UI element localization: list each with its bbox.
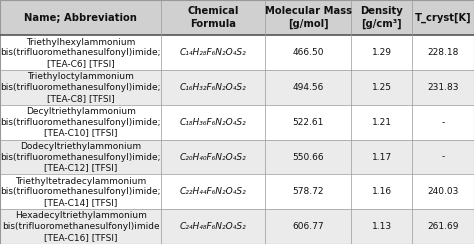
Text: C₁₈H₃₆F₆N₂O₄S₂: C₁₈H₃₆F₆N₂O₄S₂	[180, 118, 246, 127]
Text: C₂₂H₄₄F₆N₂O₄S₂: C₂₂H₄₄F₆N₂O₄S₂	[180, 187, 246, 196]
Text: 1.29: 1.29	[372, 48, 392, 57]
Text: Decyltriethylammonium
bis(trifluoromethanesulfonyl)imide;
[TEA-C10] [TFSI]: Decyltriethylammonium bis(trifluorometha…	[0, 107, 161, 138]
Text: -: -	[442, 118, 445, 127]
Bar	[0, 0, 474, 35]
Text: Molecular Mass
[g/mol]: Molecular Mass [g/mol]	[264, 6, 352, 29]
Text: C₂₀H₄₀F₆N₂O₄S₂: C₂₀H₄₀F₆N₂O₄S₂	[180, 152, 246, 162]
Bar	[0, 174, 474, 209]
Text: 1.13: 1.13	[372, 222, 392, 231]
Text: 261.69: 261.69	[428, 222, 459, 231]
Bar	[0, 105, 474, 140]
Text: C₂₄H₄₈F₆N₂O₄S₂: C₂₄H₄₈F₆N₂O₄S₂	[180, 222, 246, 231]
Text: 606.77: 606.77	[292, 222, 324, 231]
Text: 1.16: 1.16	[372, 187, 392, 196]
Text: Chemical
Formula: Chemical Formula	[188, 7, 239, 29]
Bar	[0, 209, 474, 244]
Text: 228.18: 228.18	[428, 48, 459, 57]
Text: Triethyltetradecylammonium
bis(trifluoromethanesulfonyl)imide;
[TEA-C14] [TFSI]: Triethyltetradecylammonium bis(trifluoro…	[0, 177, 161, 207]
Text: 231.83: 231.83	[428, 83, 459, 92]
Text: 522.61: 522.61	[292, 118, 324, 127]
Text: T_cryst[K]: T_cryst[K]	[415, 12, 472, 23]
Text: -: -	[442, 152, 445, 162]
Text: Triethylhexylammonium
bis(trifluoromethanesulfonyl)imide;
[TEA-C6] [TFSI]: Triethylhexylammonium bis(trifluorometha…	[0, 38, 161, 68]
Text: 494.56: 494.56	[292, 83, 324, 92]
Text: Name; Abbreviation: Name; Abbreviation	[24, 13, 137, 23]
Text: Density
[g/cm³]: Density [g/cm³]	[360, 6, 403, 29]
Bar	[0, 140, 474, 174]
Text: 578.72: 578.72	[292, 187, 324, 196]
Text: C₁₆H₃₂F₆N₂O₄S₂: C₁₆H₃₂F₆N₂O₄S₂	[180, 83, 246, 92]
Text: Dodecyltriethylammonium
bis(trifluoromethanesulfonyl)imide;
[TEA-C12] [TFSI]: Dodecyltriethylammonium bis(trifluoromet…	[0, 142, 161, 172]
Text: Hexadecyltriethylammonium
bis(trifluoromethanesulfonyl)imide
[TEA-C16] [TFSI]: Hexadecyltriethylammonium bis(trifluorom…	[2, 211, 159, 242]
Bar	[0, 35, 474, 70]
Text: 1.17: 1.17	[372, 152, 392, 162]
Bar	[0, 70, 474, 105]
Text: 550.66: 550.66	[292, 152, 324, 162]
Text: 240.03: 240.03	[428, 187, 459, 196]
Text: 1.21: 1.21	[372, 118, 392, 127]
Text: 466.50: 466.50	[292, 48, 324, 57]
Text: 1.25: 1.25	[372, 83, 392, 92]
Text: Triethyloctylammonium
bis(trifluoromethanesulfonyl)imide;
[TEA-C8] [TFSI]: Triethyloctylammonium bis(trifluorometha…	[0, 72, 161, 103]
Text: C₁₄H₂₈F₆N₂O₄S₂: C₁₄H₂₈F₆N₂O₄S₂	[180, 48, 246, 57]
